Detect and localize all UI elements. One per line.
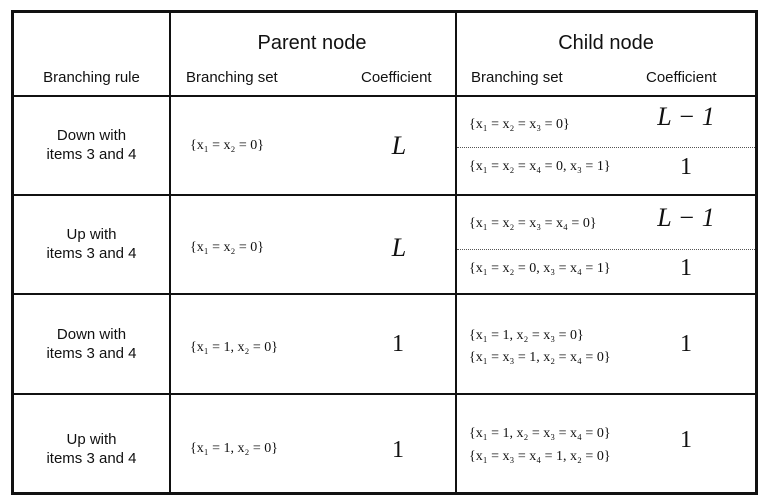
row1-child-b-set: {x₁ = x₂ = x₄ = 0, x₃ = 1} (469, 159, 611, 174)
divider-parent-child (455, 13, 457, 492)
row2-parent-set: {x₁ = x₂ = 0} (190, 240, 264, 255)
row1-parent-coef: L (391, 131, 407, 160)
row-divider-1 (14, 194, 755, 196)
row4-rule: Up with items 3 and 4 (14, 430, 169, 468)
row-divider-2 (14, 293, 755, 295)
child-subdivider-1 (457, 147, 755, 148)
row4-rule-line2: items 3 and 4 (46, 450, 137, 467)
row4-child-set-line2: {x₁ = x₃ = x₄ = 1, x₂ = 0} (469, 449, 611, 464)
row2-child-b-coef: 1 (680, 255, 692, 281)
row3-parent-set: {x₁ = 1, x₂ = 0} (190, 340, 278, 355)
row2-rule: Up with items 3 and 4 (14, 225, 169, 263)
header-child-node: Child node (558, 32, 654, 54)
header-child-coefficient: Coefficient (646, 69, 717, 86)
row3-child-coef: 1 (680, 331, 692, 357)
row-divider-3 (14, 393, 755, 395)
row2-child-a-coef: L − 1 (657, 203, 715, 232)
row2-parent-coef: L (391, 233, 407, 262)
row4-parent-set: {x₁ = 1, x₂ = 0} (190, 441, 278, 456)
row3-rule-line2: items 3 and 4 (46, 345, 137, 362)
row3-child-set-line1: {x₁ = 1, x₂ = x₃ = 0} (469, 328, 584, 343)
row1-child-b-coef: 1 (680, 154, 692, 180)
header-divider (14, 95, 755, 97)
row1-rule: Down with items 3 and 4 (14, 126, 169, 164)
row1-rule-line2: items 3 and 4 (46, 146, 137, 163)
row4-child-set-line1: {x₁ = 1, x₂ = x₃ = x₄ = 0} (469, 426, 611, 441)
row2-child-b-set: {x₁ = x₂ = 0, x₃ = x₄ = 1} (469, 261, 611, 276)
row1-parent-set: {x₁ = x₂ = 0} (190, 138, 264, 153)
header-parent-coefficient: Coefficient (361, 69, 432, 86)
row3-rule-line1: Down with (56, 326, 127, 343)
row3-parent-coef: 1 (392, 331, 404, 357)
row3-rule: Down with items 3 and 4 (14, 325, 169, 363)
row4-parent-coef: 1 (392, 437, 404, 463)
row2-rule-line2: items 3 and 4 (46, 245, 137, 262)
header-parent-node: Parent node (257, 32, 367, 54)
row4-child-coef: 1 (680, 427, 692, 453)
divider-rule-parent (169, 13, 171, 492)
branching-table: Parent node Child node Branching rule Br… (11, 10, 758, 495)
row4-rule-line1: Up with (66, 431, 117, 448)
header-parent-branching-set: Branching set (186, 69, 278, 86)
row1-child-a-coef: L − 1 (657, 102, 715, 131)
row1-child-a-set: {x₁ = x₂ = x₃ = 0} (469, 117, 570, 132)
header-branching-rule: Branching rule (43, 69, 140, 86)
row1-rule-line1: Down with (56, 127, 127, 144)
row3-child-set-line2: {x₁ = x₃ = 1, x₂ = x₄ = 0} (469, 350, 611, 365)
header-child-branching-set: Branching set (471, 69, 563, 86)
row2-rule-line1: Up with (66, 226, 117, 243)
child-subdivider-2 (457, 249, 755, 250)
row2-child-a-set: {x₁ = x₂ = x₃ = x₄ = 0} (469, 216, 597, 231)
